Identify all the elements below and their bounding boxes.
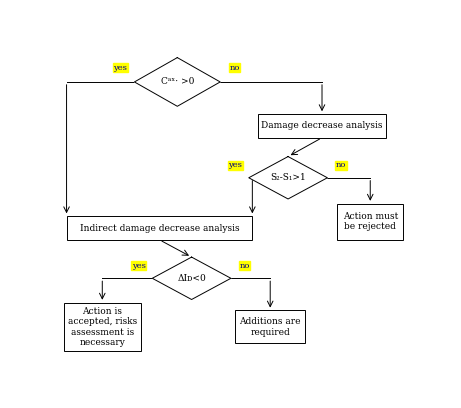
Bar [258,114,386,138]
Text: S₂-S₁>1: S₂-S₁>1 [270,173,306,182]
Text: Additions are
required: Additions are required [239,317,301,337]
Bar [236,310,305,344]
Polygon shape [249,157,327,199]
Text: Action is
accepted, risks
assessment is
necessary: Action is accepted, risks assessment is … [68,307,137,347]
Bar [337,204,403,240]
Text: Indirect damage decrease analysis: Indirect damage decrease analysis [80,224,239,233]
Text: yes: yes [132,262,146,270]
Text: no: no [229,64,240,72]
Text: no: no [336,161,346,169]
Text: yes: yes [113,64,127,72]
Text: Action must
be rejected: Action must be rejected [343,212,398,231]
Text: no: no [239,262,250,270]
Polygon shape [152,257,231,299]
Text: ΔIᴅ<0: ΔIᴅ<0 [177,274,206,283]
Text: yes: yes [228,161,242,169]
Bar [64,303,141,351]
Text: Cᵃˣ· >0: Cᵃˣ· >0 [160,78,194,86]
Text: Damage decrease analysis: Damage decrease analysis [261,122,383,131]
Polygon shape [135,58,220,106]
Bar [66,216,252,240]
